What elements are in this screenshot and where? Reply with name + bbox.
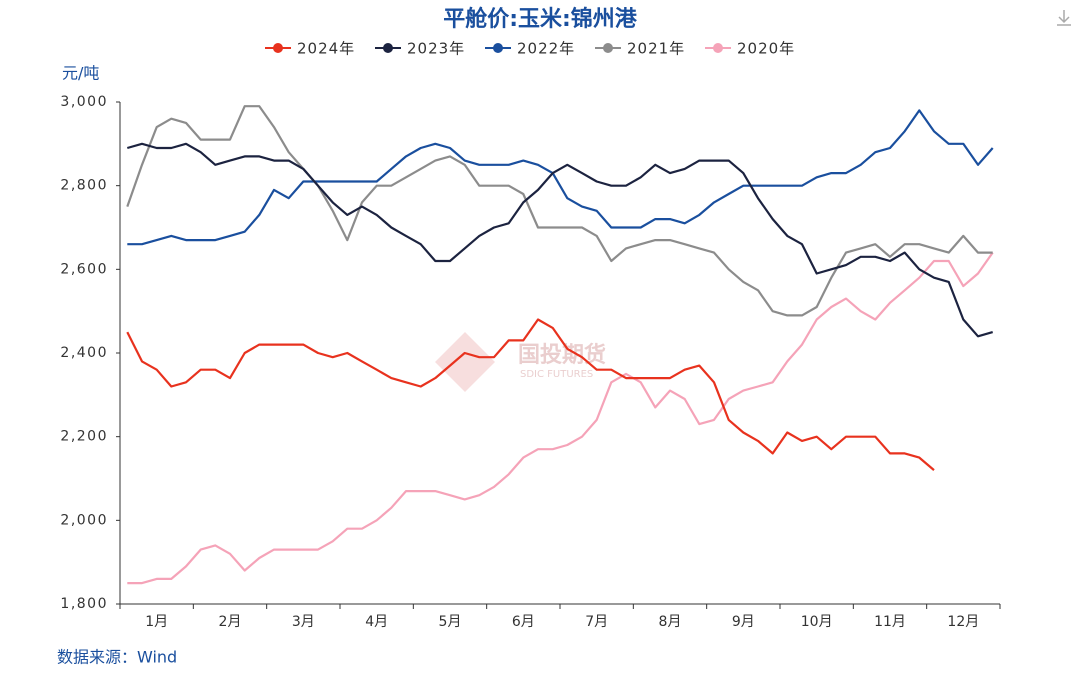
- legend-label: 2020年: [737, 40, 795, 58]
- series-line: [126, 318, 935, 471]
- x-tick-label: 2月: [219, 614, 242, 630]
- x-tick-label: 11月: [874, 614, 906, 630]
- x-tick-label: 8月: [659, 614, 682, 630]
- y-tick-label: 2,400: [60, 345, 108, 361]
- legend-marker: [273, 43, 283, 53]
- series-line: [127, 109, 994, 246]
- y-tick-label: 2,200: [60, 429, 108, 445]
- x-tick-label: 5月: [439, 614, 462, 630]
- x-tick-label: 6月: [512, 614, 535, 630]
- chart-title: 平舱价:玉米:锦州港: [443, 6, 638, 32]
- x-tick-label: 12月: [947, 614, 979, 630]
- download-icon[interactable]: [1057, 10, 1071, 26]
- series-line: [127, 251, 994, 585]
- legend-label: 2021年: [627, 40, 685, 58]
- watermark: SDIC FUTURES: [520, 369, 593, 380]
- x-tick-label: 7月: [585, 614, 608, 630]
- legend-label: 2024年: [297, 40, 355, 58]
- y-tick-label: 2,000: [60, 512, 108, 528]
- series-line: [126, 142, 994, 338]
- source: 数据来源：Wind: [57, 648, 177, 667]
- y-axis-label: 元/吨: [62, 64, 99, 83]
- legend-marker: [603, 43, 613, 53]
- y-tick-label: 2,800: [60, 178, 108, 194]
- legend-label: 2022年: [517, 40, 575, 58]
- x-tick-label: 9月: [732, 614, 755, 630]
- watermark: 国投期货: [518, 342, 606, 368]
- legend-label: 2023年: [407, 40, 465, 58]
- watermark-logo: [435, 332, 495, 392]
- download-arrow: [1057, 10, 1071, 26]
- x-tick-label: 1月: [145, 614, 168, 630]
- legend-marker: [713, 43, 723, 53]
- legend-marker: [383, 43, 393, 53]
- y-tick-label: 2,600: [60, 261, 108, 277]
- x-tick-label: 10月: [801, 614, 833, 630]
- x-tick-label: 3月: [292, 614, 315, 630]
- y-tick-label: 1,800: [60, 596, 108, 612]
- y-tick-label: 3,000: [60, 94, 108, 110]
- series-line: [126, 105, 993, 317]
- legend-marker: [493, 43, 503, 53]
- x-tick-label: 4月: [365, 614, 388, 630]
